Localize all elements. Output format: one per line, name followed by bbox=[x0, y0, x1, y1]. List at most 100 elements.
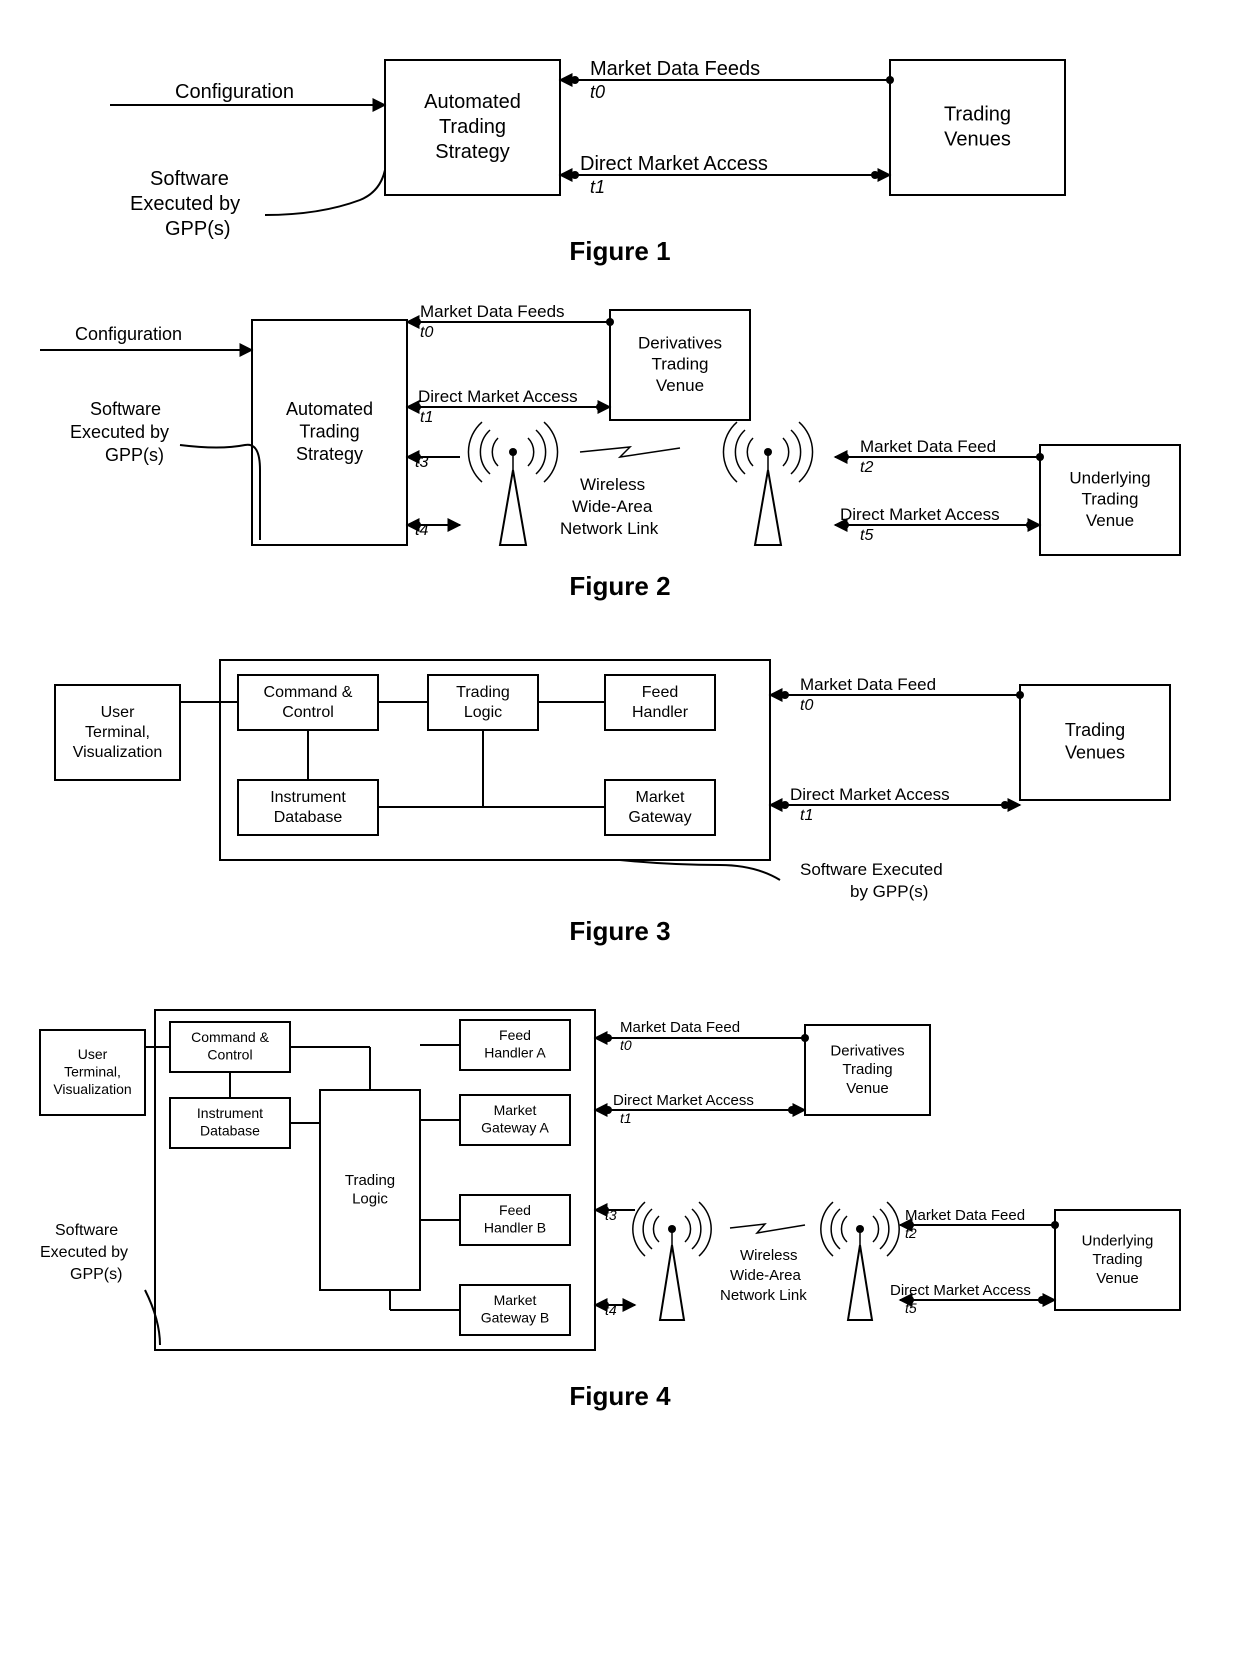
figure4-label-feedA: Market Data Feed bbox=[620, 1019, 740, 1036]
figure4-box-user-text-1: Terminal, bbox=[64, 1063, 121, 1079]
figure-2: Figure 2 bbox=[40, 318, 1040, 601]
f4-dot-t0 bbox=[604, 1034, 612, 1042]
figure4-label-feedB: Market Data Feed bbox=[905, 1207, 1025, 1224]
figure3-label-dma: Direct Market Access bbox=[790, 785, 950, 804]
f3-curve-software bbox=[620, 860, 780, 880]
figure3-box-venues-text-1: Venues bbox=[1065, 743, 1125, 763]
figure2-label-soft2: Executed by bbox=[70, 422, 169, 442]
figure-2-caption: Figure 2 bbox=[569, 571, 670, 601]
figure2-box-under-text-0: Underlying bbox=[1069, 468, 1150, 487]
figure4-box-user-text-2: Visualization bbox=[53, 1081, 131, 1097]
figure-4-caption: Figure 4 bbox=[569, 1381, 671, 1411]
figure2-box-deriv-text-0: Derivatives bbox=[638, 333, 722, 352]
figure2-box-ats-text-0: Automated bbox=[286, 399, 373, 419]
figure4-box-mga-text-0: Market bbox=[494, 1102, 537, 1118]
figure4-box-logic-text-0: Trading bbox=[345, 1172, 395, 1189]
figure4-box-fha-text-0: Feed bbox=[499, 1027, 531, 1043]
figure1-box-ats-text-2: Strategy bbox=[435, 141, 509, 163]
figure3-box-instr-text-0: Instrument bbox=[270, 789, 346, 806]
figure4-box-fha-text-1: Handler A bbox=[484, 1045, 546, 1061]
figure2-box-under-text-2: Venue bbox=[1086, 511, 1134, 530]
f4-dot-t1r bbox=[788, 1106, 796, 1114]
figure4-box-mga-text-1: Gateway A bbox=[481, 1120, 549, 1136]
f2-curve-software bbox=[180, 445, 260, 540]
f4-tower-left bbox=[633, 1202, 711, 1320]
figure1-label-dma: Direct Market Access bbox=[580, 153, 768, 175]
figure3-box-cc-text-1: Control bbox=[282, 704, 334, 721]
curve-software bbox=[265, 170, 385, 215]
figure1-box-ats-text-0: Automated bbox=[424, 91, 521, 113]
figure3-box-gate-text-0: Market bbox=[636, 789, 685, 806]
figure2-box-deriv-text-1: Trading bbox=[651, 355, 708, 374]
f3-dot-t0 bbox=[781, 691, 789, 699]
f4-lightning bbox=[730, 1224, 805, 1233]
figure-1-caption: Figure 1 bbox=[569, 236, 670, 266]
f3-dot-t1r bbox=[1001, 801, 1009, 809]
f4-dot-t5r bbox=[1038, 1296, 1046, 1304]
figure4-box-user-text-0: User bbox=[78, 1046, 108, 1062]
figure2-label-t5: t5 bbox=[860, 527, 873, 544]
figure4-label-soft3: GPP(s) bbox=[70, 1266, 122, 1283]
figure4-box-logic-text-1: Logic bbox=[352, 1191, 388, 1208]
f2-lightning bbox=[580, 447, 680, 457]
figure2-label-t1: t1 bbox=[420, 409, 433, 426]
figure3-box-cc-text-0: Command & bbox=[264, 684, 353, 701]
figure2-label-feed2: Market Data Feed bbox=[860, 437, 996, 456]
diagram-canvas: Figure 1 bbox=[20, 20, 1220, 1640]
figure2-label-dma1: Direct Market Access bbox=[418, 387, 578, 406]
figure3-box-venues-text-0: Trading bbox=[1065, 720, 1125, 740]
figure3-label-soft2: by GPP(s) bbox=[850, 882, 928, 901]
figure4-label-dmaB: Direct Market Access bbox=[890, 1282, 1031, 1299]
figure4-label-t3: t3 bbox=[605, 1207, 617, 1223]
figure3-box-feed-text-1: Handler bbox=[632, 704, 689, 721]
figure4-box-fhb-text-0: Feed bbox=[499, 1202, 531, 1218]
f2-dot-t2 bbox=[841, 453, 849, 461]
figure4-label-soft1: Software bbox=[55, 1222, 118, 1239]
figure4-box-deriv-text-0: Derivatives bbox=[830, 1042, 904, 1059]
figure4-box-under-text-1: Trading bbox=[1092, 1251, 1142, 1268]
figure2-label-soft1: Software bbox=[90, 399, 161, 419]
dot-t0 bbox=[571, 76, 579, 84]
figure4-label-t1: t1 bbox=[620, 1110, 632, 1126]
figure1-label-soft2: Executed by bbox=[130, 193, 240, 215]
figure1-box-ats-text-1: Trading bbox=[439, 116, 506, 138]
figure3-label-t1: t1 bbox=[800, 807, 813, 824]
figure4-box-deriv-text-2: Venue bbox=[846, 1080, 889, 1097]
figure3-box-logic-text-0: Trading bbox=[456, 684, 510, 701]
figure4-box-mgb-text-0: Market bbox=[494, 1292, 537, 1308]
figure2-label-t2: t2 bbox=[860, 459, 873, 476]
f2-dot-t1r bbox=[596, 403, 604, 411]
dot-t1-right bbox=[871, 171, 879, 179]
figure-3-caption: Figure 3 bbox=[569, 916, 670, 946]
figure4-box-instr-text-1: Database bbox=[200, 1123, 260, 1139]
figure4-label-soft2: Executed by bbox=[40, 1244, 128, 1261]
figure3-label-feed: Market Data Feed bbox=[800, 675, 936, 694]
figure2-label-wless1: Wireless bbox=[580, 475, 645, 494]
f4-curve-software bbox=[145, 1290, 160, 1345]
dot-t1-left bbox=[571, 171, 579, 179]
figure4-label-wless3: Network Link bbox=[720, 1287, 807, 1304]
figure2-box-ats-text-2: Strategy bbox=[296, 444, 363, 464]
figure2-box-deriv-text-2: Venue bbox=[656, 376, 704, 395]
figure4-label-t4: t4 bbox=[605, 1302, 617, 1318]
f2-dot-t5r bbox=[1026, 521, 1034, 529]
figure4-label-t2: t2 bbox=[905, 1225, 917, 1241]
figure3-box-feed-text-0: Feed bbox=[642, 684, 678, 701]
figure2-label-t3: t3 bbox=[415, 454, 428, 471]
figure3-box-logic-text-1: Logic bbox=[464, 704, 502, 721]
figure1-box-venues-text-0: Trading bbox=[944, 104, 1011, 126]
figure3-box-user-text-2: Visualization bbox=[73, 744, 163, 761]
figure3-box-instr-text-1: Database bbox=[274, 809, 343, 826]
f4-tower-right bbox=[821, 1202, 899, 1320]
figure2-label-soft3: GPP(s) bbox=[105, 445, 164, 465]
figure4-box-cc-text-1: Control bbox=[207, 1047, 252, 1063]
figure3-box-gate-text-1: Gateway bbox=[628, 809, 691, 826]
figure4-label-dmaA: Direct Market Access bbox=[613, 1092, 754, 1109]
figure3-box-user-text-1: Terminal, bbox=[85, 724, 150, 741]
figure4-box-fhb-text-1: Handler B bbox=[484, 1220, 546, 1236]
figure2-label-dma2: Direct Market Access bbox=[840, 505, 1000, 524]
figure2-label-wless3: Network Link bbox=[560, 519, 659, 538]
figure3-box-user-text-0: User bbox=[101, 704, 135, 721]
figure4-box-cc-text-0: Command & bbox=[191, 1029, 269, 1045]
figure1-box-venues bbox=[890, 60, 1065, 195]
